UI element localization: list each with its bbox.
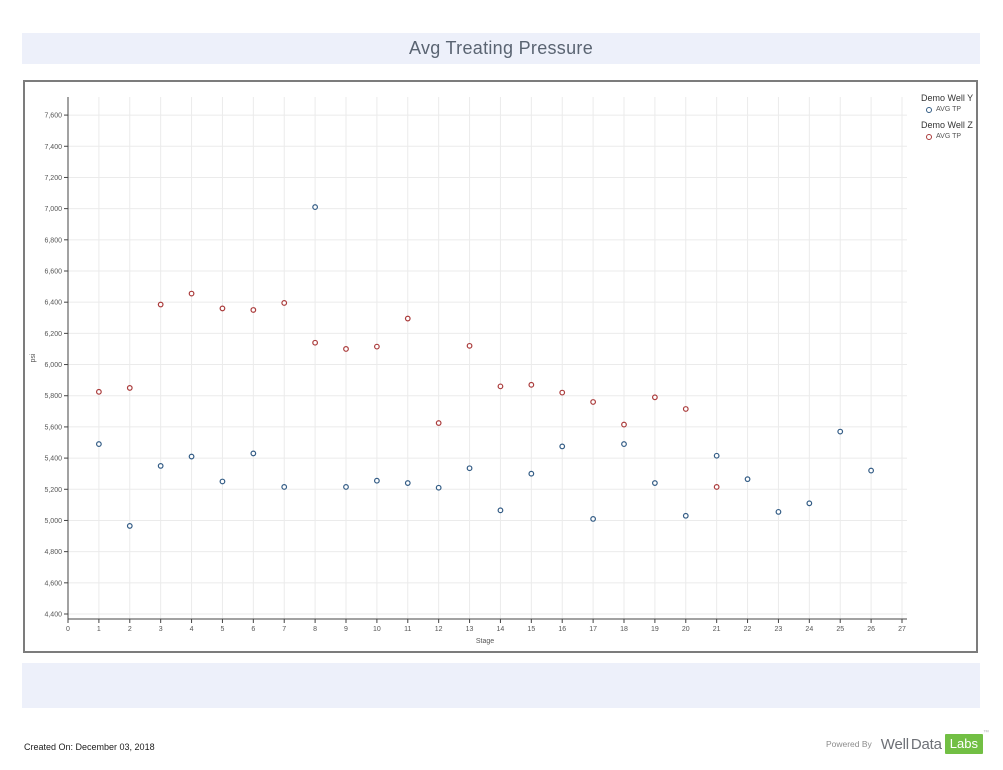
svg-text:9: 9 [344, 626, 348, 633]
svg-text:10: 10 [373, 626, 381, 633]
svg-text:6,200: 6,200 [44, 331, 62, 338]
svg-text:20: 20 [682, 626, 690, 633]
chart-canvas: 4,400 4,600 4,800 5,000 5,200 5,400 5,600 5,800… [30, 97, 907, 645]
well-z-marker-icon [926, 133, 932, 140]
well-y-marker-icon [926, 106, 932, 113]
svg-text:5,000: 5,000 [44, 518, 62, 525]
svg-text:21: 21 [713, 626, 721, 633]
created-on-text: Created On: December 03, 2018 [24, 742, 155, 752]
svg-text:2: 2 [128, 626, 132, 633]
svg-text:19: 19 [651, 626, 659, 633]
brand-word-labs: Labs [949, 736, 978, 751]
page-title: Avg Treating Pressure [408, 38, 594, 58]
svg-text:7: 7 [282, 626, 286, 633]
svg-text:1: 1 [97, 626, 101, 633]
svg-text:12: 12 [435, 626, 443, 633]
legend-series-name-y: Demo Well Y [921, 93, 974, 103]
trademark-icon: ™ [983, 730, 989, 736]
svg-text:24: 24 [805, 626, 813, 633]
brand-word-well: Well [880, 735, 909, 753]
svg-text:16: 16 [558, 626, 566, 633]
lower-band [22, 663, 980, 708]
svg-text:5,400: 5,400 [44, 456, 62, 463]
svg-text:6,400: 6,400 [44, 300, 62, 307]
brand-word-data: Data [910, 735, 942, 753]
chart-legend: Demo Well Y AVG TP Demo Well Z AVG TP [921, 93, 977, 147]
svg-text:4,400: 4,400 [44, 612, 62, 619]
svg-text:15: 15 [527, 626, 535, 633]
svg-text:7,600: 7,600 [44, 113, 62, 120]
svg-text:11: 11 [404, 626, 411, 633]
legend-item-well-y-avg-tp[interactable]: AVG TP [921, 106, 977, 113]
svg-text:0: 0 [66, 626, 70, 633]
svg-text:23: 23 [775, 626, 783, 633]
svg-text:3: 3 [159, 626, 163, 633]
welldatalabs-logo: Well Data Labs ™ [880, 730, 989, 754]
svg-text:6,600: 6,600 [44, 269, 62, 276]
svg-text:5,600: 5,600 [44, 424, 62, 431]
legend-group-well-y: Demo Well Y AVG TP [921, 93, 977, 113]
svg-text:13: 13 [466, 626, 474, 633]
svg-text:18: 18 [620, 626, 628, 633]
powered-by-label: Powered By [825, 739, 872, 749]
svg-text:26: 26 [867, 626, 875, 633]
svg-text:14: 14 [497, 626, 505, 633]
svg-text:5,200: 5,200 [44, 487, 62, 494]
legend-item-label-z: AVG TP [936, 133, 962, 140]
legend-item-well-z-avg-tp[interactable]: AVG TP [921, 133, 977, 140]
svg-text:7,400: 7,400 [44, 144, 62, 151]
title-banner: Avg Treating Pressure [22, 33, 980, 64]
svg-text:4: 4 [190, 626, 194, 633]
chart-container: 4,400 4,600 4,800 5,000 5,200 5,400 5,600 5,800… [23, 80, 978, 653]
svg-text:22: 22 [744, 626, 752, 633]
svg-text:6,800: 6,800 [44, 237, 62, 244]
legend-group-well-z: Demo Well Z AVG TP [921, 120, 977, 140]
svg-text:4,800: 4,800 [44, 549, 62, 556]
svg-text:17: 17 [589, 626, 597, 633]
svg-text:5: 5 [220, 626, 224, 633]
svg-text:Stage: Stage [476, 638, 494, 645]
footer-brand: Powered By Well Data Labs ™ [825, 730, 989, 754]
svg-text:25: 25 [836, 626, 844, 633]
svg-text:7,000: 7,000 [44, 206, 62, 213]
svg-text:6: 6 [251, 626, 255, 633]
legend-series-name-z: Demo Well Z [921, 120, 973, 130]
svg-text:4,600: 4,600 [44, 580, 62, 587]
svg-text:5,800: 5,800 [44, 393, 62, 400]
svg-text:psi: psi [30, 353, 37, 362]
svg-text:8: 8 [313, 626, 317, 633]
brand-labs-badge: Labs ™ [944, 730, 989, 754]
svg-text:27: 27 [898, 626, 906, 633]
svg-text:6,000: 6,000 [44, 362, 62, 369]
svg-text:7,200: 7,200 [44, 175, 62, 182]
legend-item-label-y: AVG TP [936, 106, 962, 113]
